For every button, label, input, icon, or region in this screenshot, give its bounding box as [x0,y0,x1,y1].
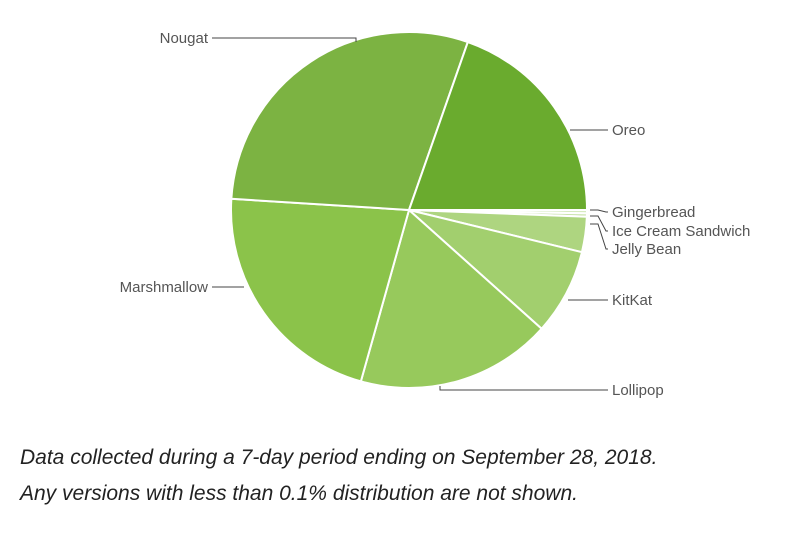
slice-label-jelly-bean: Jelly Bean [612,241,681,258]
slice-label-lollipop: Lollipop [612,382,664,399]
slice-label-marshmallow: Marshmallow [120,279,209,296]
leader-line-ice-cream-sandwich [590,215,608,232]
slice-label-oreo: Oreo [612,122,645,139]
caption-line-2: Any versions with less than 0.1% distrib… [20,482,578,505]
pie-slice-oreo [407,40,589,211]
caption-line-1: Data collected during a 7-day period end… [20,446,658,469]
pie-slice-lollipop [359,208,544,389]
leader-lines [212,37,608,391]
slice-label-ice-cream-sandwich: Ice Cream Sandwich [612,223,750,240]
pie-slice-nougat [230,31,470,212]
leader-line-lollipop [439,386,608,391]
leader-line-gingerbread [590,209,608,213]
leader-line-nougat [212,37,357,42]
slice-label-gingerbread: Gingerbread [612,204,695,221]
leader-line-jelly-bean [590,223,608,250]
slice-label-nougat: Nougat [160,30,209,47]
slice-label-kitkat: KitKat [612,292,653,309]
pie-slices [229,31,589,389]
pie-slice-marshmallow [229,197,411,383]
